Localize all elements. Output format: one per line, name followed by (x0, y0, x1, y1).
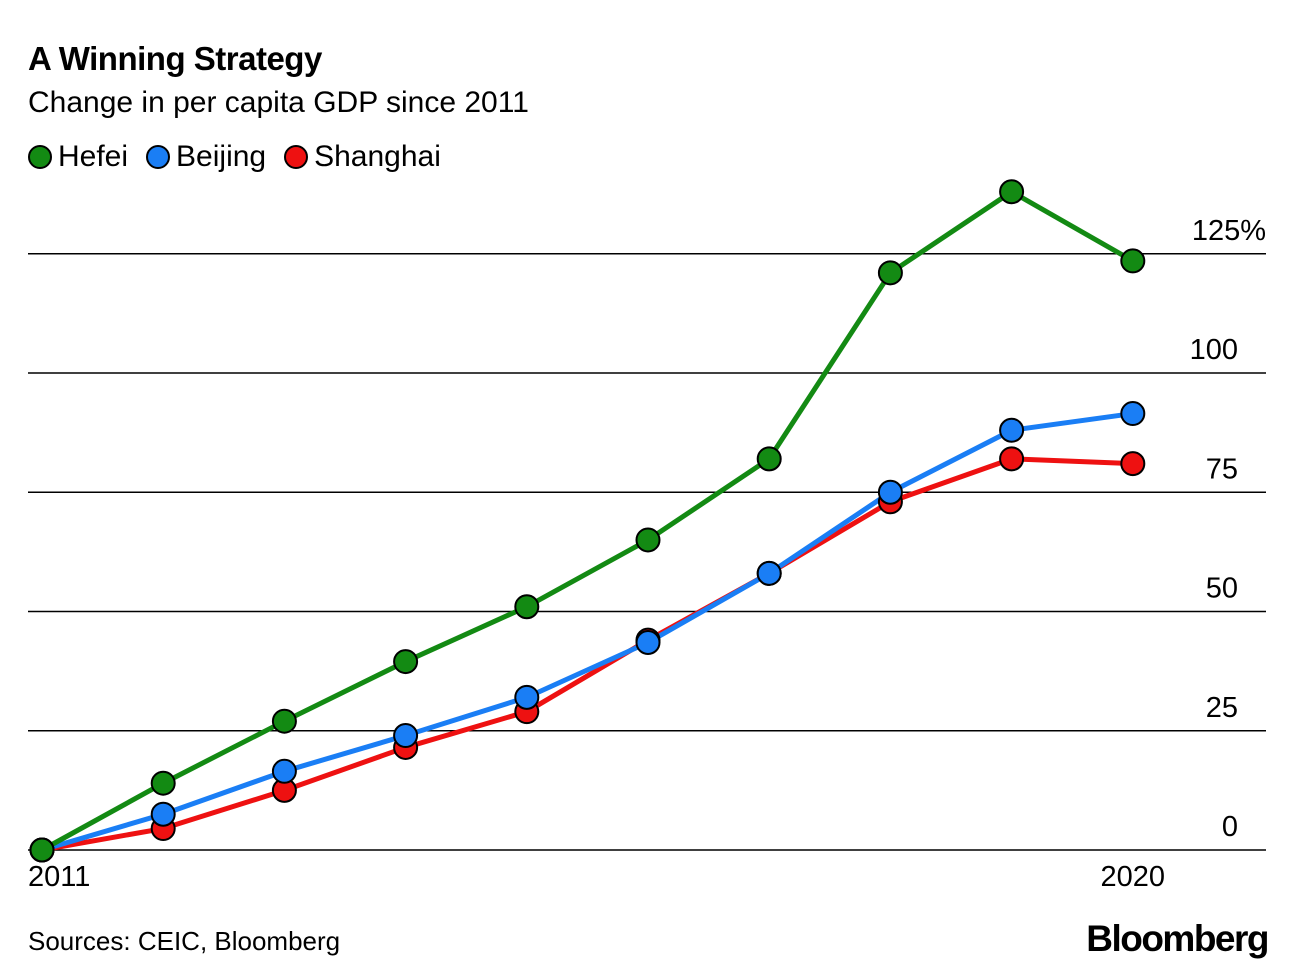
series-points (29, 179, 1146, 863)
y-tick-label-25: 25 (1206, 692, 1238, 724)
x-tick-label-2011: 2011 (28, 861, 90, 893)
x-axis-labels: 2011 2020 (28, 861, 1165, 893)
series-line-shanghai (39, 456, 1136, 853)
legend: Hefei Beijing Shanghai (28, 140, 459, 174)
y-tick-label-0: 0 (1222, 811, 1238, 843)
y-tick-label-125: 125% (1192, 215, 1266, 247)
chart-subtitle: Change in per capita GDP since 2011 (28, 86, 529, 119)
point-beijing-2018 (877, 479, 903, 505)
point-hefei-2017 (756, 446, 782, 472)
legend-item-hefei: Hefei (28, 140, 128, 174)
point-beijing-2013 (271, 758, 297, 784)
point-beijing-2012 (150, 801, 176, 827)
point-hefei-2012 (150, 770, 176, 796)
point-beijing-2017 (756, 560, 782, 586)
y-axis-labels: 0 25 50 75 100 125% (1190, 215, 1266, 843)
legend-item-shanghai: Shanghai (284, 140, 441, 174)
point-hefei-2015 (514, 594, 540, 620)
y-tick-label-75: 75 (1206, 453, 1238, 485)
point-beijing-2015 (514, 684, 540, 710)
brand-logo: Bloomberg (1086, 918, 1269, 959)
y-tick-label-50: 50 (1206, 573, 1238, 605)
series-lines (39, 189, 1136, 853)
y-tick-label-100: 100 (1190, 334, 1238, 366)
legend-swatch-beijing (146, 145, 171, 169)
source-note: Sources: CEIC, Bloomberg (28, 926, 341, 956)
point-hefei-2016 (635, 527, 661, 553)
point-hefei-2011 (29, 837, 55, 863)
legend-label-shanghai: Shanghai (314, 140, 441, 173)
point-shanghai-2019 (999, 446, 1025, 472)
legend-swatch-shanghai (284, 145, 309, 169)
x-tick-label-2020: 2020 (1101, 861, 1166, 893)
point-hefei-2020 (1120, 248, 1146, 274)
point-beijing-2016 (635, 630, 661, 656)
legend-label-hefei: Hefei (58, 140, 129, 173)
point-hefei-2014 (393, 649, 419, 675)
point-hefei-2019 (999, 179, 1025, 205)
point-shanghai-2020 (1120, 451, 1146, 477)
legend-label-beijing: Beijing (176, 140, 267, 173)
legend-swatch-hefei (28, 145, 52, 169)
legend-item-beijing: Beijing (146, 140, 266, 174)
point-beijing-2014 (393, 723, 419, 749)
series-line-beijing (39, 411, 1136, 853)
point-beijing-2019 (999, 417, 1025, 443)
point-hefei-2018 (877, 260, 903, 286)
chart-title: A Winning Strategy (28, 40, 322, 77)
point-beijing-2020 (1120, 401, 1146, 427)
grid-lines (28, 253, 1266, 851)
point-hefei-2013 (271, 708, 297, 734)
series-line-hefei (39, 189, 1136, 853)
